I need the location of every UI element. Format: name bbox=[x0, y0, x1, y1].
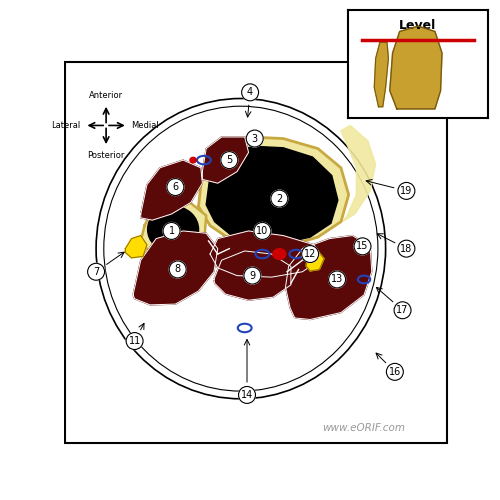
Polygon shape bbox=[210, 231, 322, 277]
Polygon shape bbox=[198, 137, 348, 246]
Text: 9: 9 bbox=[250, 270, 256, 280]
Text: Lateral: Lateral bbox=[52, 121, 80, 130]
Circle shape bbox=[242, 84, 258, 101]
Circle shape bbox=[238, 386, 256, 404]
Text: 3: 3 bbox=[252, 134, 258, 143]
Circle shape bbox=[221, 152, 238, 168]
Text: Medial: Medial bbox=[132, 121, 160, 130]
Text: 12: 12 bbox=[304, 249, 316, 259]
Circle shape bbox=[169, 261, 186, 278]
Text: 7: 7 bbox=[93, 267, 99, 277]
Polygon shape bbox=[126, 236, 147, 258]
Text: 8: 8 bbox=[174, 264, 181, 274]
Text: 10: 10 bbox=[256, 226, 268, 236]
Polygon shape bbox=[286, 236, 372, 320]
Text: 16: 16 bbox=[388, 367, 401, 377]
Circle shape bbox=[88, 264, 104, 280]
Circle shape bbox=[271, 190, 288, 207]
Text: 17: 17 bbox=[396, 305, 408, 316]
Text: 15: 15 bbox=[356, 242, 368, 252]
Circle shape bbox=[126, 332, 143, 349]
Circle shape bbox=[167, 178, 184, 196]
Circle shape bbox=[354, 238, 371, 255]
Text: Level: Level bbox=[400, 18, 436, 32]
Polygon shape bbox=[206, 146, 338, 244]
Ellipse shape bbox=[147, 206, 200, 254]
Circle shape bbox=[302, 246, 318, 262]
Text: 4: 4 bbox=[247, 88, 253, 98]
Ellipse shape bbox=[96, 98, 386, 399]
Ellipse shape bbox=[273, 249, 285, 259]
Text: 6: 6 bbox=[172, 182, 178, 192]
Text: 5: 5 bbox=[226, 155, 232, 165]
Circle shape bbox=[328, 271, 345, 288]
Text: 2: 2 bbox=[276, 194, 282, 203]
Polygon shape bbox=[141, 160, 203, 220]
Text: Posterior: Posterior bbox=[88, 151, 125, 160]
Circle shape bbox=[398, 182, 415, 200]
Polygon shape bbox=[141, 197, 206, 262]
Text: Anterior: Anterior bbox=[89, 91, 123, 100]
Polygon shape bbox=[374, 42, 388, 107]
Polygon shape bbox=[202, 137, 248, 183]
Text: 19: 19 bbox=[400, 186, 412, 196]
Ellipse shape bbox=[104, 106, 378, 391]
Text: 13: 13 bbox=[331, 274, 343, 284]
Polygon shape bbox=[133, 231, 218, 305]
Text: 14: 14 bbox=[241, 390, 253, 400]
Circle shape bbox=[244, 267, 261, 284]
Circle shape bbox=[394, 302, 411, 318]
Circle shape bbox=[246, 130, 263, 147]
Polygon shape bbox=[214, 251, 291, 300]
Circle shape bbox=[163, 222, 180, 240]
Polygon shape bbox=[306, 251, 324, 271]
Polygon shape bbox=[390, 26, 442, 109]
Text: 18: 18 bbox=[400, 244, 412, 254]
Text: 1: 1 bbox=[168, 226, 174, 236]
Polygon shape bbox=[341, 126, 376, 222]
Text: www.eORIF.com: www.eORIF.com bbox=[322, 423, 406, 433]
Circle shape bbox=[254, 222, 271, 240]
Ellipse shape bbox=[190, 156, 197, 164]
Circle shape bbox=[398, 240, 415, 257]
Circle shape bbox=[386, 364, 404, 380]
Text: 11: 11 bbox=[128, 336, 140, 346]
